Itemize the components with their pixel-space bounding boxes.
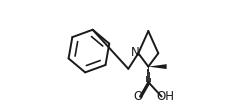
Text: O: O (133, 89, 142, 103)
Text: OH: OH (156, 89, 174, 103)
Text: N: N (131, 46, 140, 59)
Polygon shape (148, 64, 167, 69)
